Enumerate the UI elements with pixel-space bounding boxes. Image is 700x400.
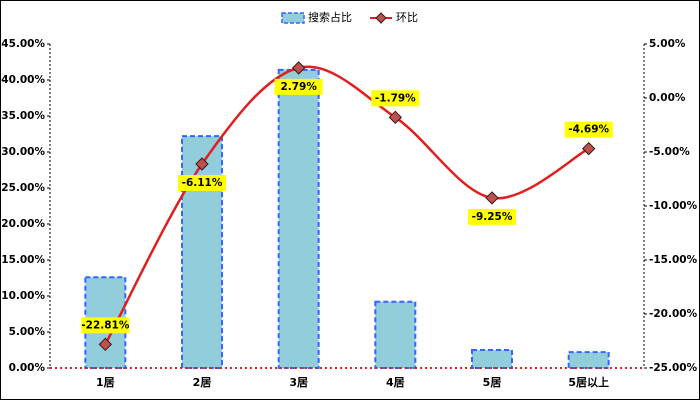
value-label: -4.69% [568, 124, 609, 136]
label-bg [468, 208, 516, 225]
label-bg [371, 90, 420, 107]
y-tick-label: 30.00% [1, 146, 45, 158]
marker [291, 61, 306, 75]
marker [98, 337, 113, 352]
y2-tick-label: -25.00% [649, 362, 698, 374]
legend-label: 搜索占比 [308, 10, 352, 24]
bar [567, 351, 610, 370]
y-tick-label: 10.00% [1, 290, 45, 302]
x-tick-label: 4居 [386, 376, 405, 389]
value-label: -6.11% [182, 177, 223, 189]
bar [471, 349, 513, 369]
bar [181, 135, 223, 369]
y-tick-label: 40.00% [1, 74, 45, 86]
marker [485, 191, 499, 205]
y-tick-label: 15.00% [1, 254, 45, 266]
value-label: -22.81% [81, 319, 130, 331]
label-bg [564, 121, 613, 138]
bar [277, 68, 320, 369]
y-tick-label: 20.00% [1, 218, 45, 230]
x-tick-label: 2居 [193, 376, 212, 389]
y2-tick-label: -10.00% [649, 200, 698, 212]
y2-tick-label: 0.00% [649, 92, 686, 104]
y2-tick-label: 5.00% [649, 38, 686, 50]
value-label: -9.25% [472, 211, 513, 223]
x-tick-label: 5居以上 [568, 375, 609, 389]
y-tick-label: 5.00% [9, 326, 46, 338]
y-tick-label: 0.00% [9, 362, 46, 374]
label-bg [178, 174, 226, 191]
label-bg [81, 317, 130, 334]
x-tick-label: 5居 [483, 376, 502, 389]
y-tick-label: 45.00% [1, 38, 45, 50]
value-label: -1.79% [375, 92, 416, 104]
y2-tick-label: -15.00% [649, 254, 698, 266]
y2-tick-label: -5.00% [649, 146, 690, 158]
x-tick-label: 3居 [289, 376, 308, 389]
label-bg [274, 78, 323, 95]
bar [374, 300, 417, 370]
y-tick-label: 35.00% [1, 110, 45, 122]
legend-label: 环比 [396, 11, 418, 24]
marker [195, 157, 209, 171]
legend-marker [375, 12, 387, 24]
legend-swatch [281, 12, 305, 24]
y-tick-label: 25.00% [1, 182, 45, 194]
x-tick-label: 1居 [96, 376, 115, 389]
marker [581, 141, 596, 156]
y2-tick-label: -20.00% [649, 308, 698, 320]
marker [388, 110, 403, 125]
value-label: 2.79% [280, 81, 317, 93]
